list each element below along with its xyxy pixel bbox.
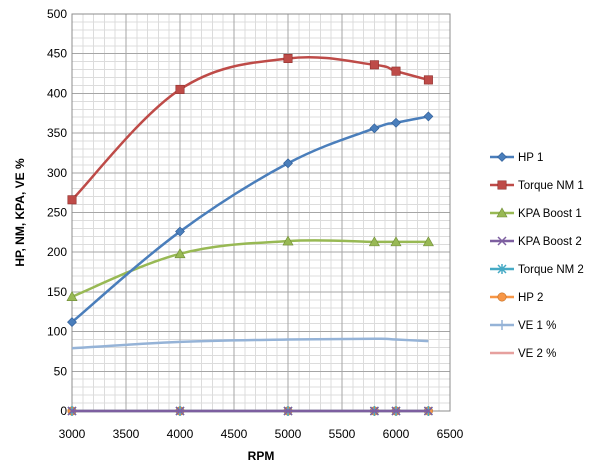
legend-marker-kpa-boost-2 xyxy=(497,236,507,246)
data-point-kpa-boost-1 xyxy=(368,236,380,247)
x-tick-label: 6000 xyxy=(383,427,410,441)
legend-entry-hp-2: HP 2 xyxy=(490,292,543,304)
x-axis-ticks: 3000 3500 4000 4500 5000 5500 6000 6500 xyxy=(59,427,464,441)
data-point-hp-1 xyxy=(67,317,77,327)
legend-marker-kpa-boost-1 xyxy=(496,207,508,218)
legend-entry-kpa-boost-2: KPA Boost 2 xyxy=(490,236,582,248)
legend-label-hp-2: HP 2 xyxy=(518,292,543,304)
data-point-kpa-boost-1 xyxy=(66,291,78,301)
series-kpa-boost-2 xyxy=(67,406,433,416)
data-point-torque-nm-1 xyxy=(391,66,401,76)
legend-entry-ve-2: VE 2 % xyxy=(490,348,556,360)
data-point-torque-nm-1 xyxy=(369,60,379,70)
y-tick-label: 300 xyxy=(47,166,67,180)
legend-entry-kpa-boost-1: KPA Boost 1 xyxy=(490,207,582,220)
data-point-kpa-boost-2 xyxy=(67,406,77,416)
data-point-kpa-boost-1 xyxy=(282,235,294,246)
data-point-hp-1 xyxy=(175,226,185,237)
legend-label-hp-1: HP 1 xyxy=(518,152,543,164)
major-gridlines xyxy=(71,13,451,412)
series-line-ve-1 xyxy=(71,337,429,350)
legend-marker-torque-nm-2 xyxy=(497,264,507,274)
legend-label-kpa-boost-2: KPA Boost 2 xyxy=(518,236,582,248)
y-axis-title: HP, NM, KPA, VE % xyxy=(13,158,27,267)
y-tick-label: 500 xyxy=(47,7,67,21)
data-point-torque-nm-1 xyxy=(175,84,185,94)
y-tick-label: 100 xyxy=(47,325,67,339)
y-tick-label: 400 xyxy=(47,86,67,100)
data-point-kpa-boost-1 xyxy=(174,248,186,259)
data-point-kpa-boost-2 xyxy=(369,406,379,416)
legend-label-ve-2: VE 2 % xyxy=(518,348,556,360)
legend-label-torque-nm-1: Torque NM 1 xyxy=(518,180,584,192)
legend-label-torque-nm-2: Torque NM 2 xyxy=(518,264,584,276)
y-tick-label: 150 xyxy=(47,285,67,299)
y-tick-label: 350 xyxy=(47,126,67,140)
x-tick-label: 5500 xyxy=(329,427,356,441)
series-torque-nm-1 xyxy=(67,53,433,205)
series-ve-1 xyxy=(71,337,429,350)
legend-label-kpa-boost-1: KPA Boost 1 xyxy=(518,208,582,220)
y-axis-ticks: 0 50 100 150 200 250 300 350 400 450 500 xyxy=(47,7,67,418)
series-hp-1 xyxy=(67,111,434,327)
y-tick-label: 0 xyxy=(60,404,67,418)
series-kpa-boost-1 xyxy=(66,235,434,301)
legend-marker-ve-1 xyxy=(497,320,507,330)
legend-marker-hp-2 xyxy=(497,292,507,302)
legend-entry-torque-nm-2: Torque NM 2 xyxy=(490,264,584,276)
x-axis-title: RPM xyxy=(248,449,275,463)
legend-marker-torque-nm-1 xyxy=(497,180,507,190)
y-tick-label: 50 xyxy=(54,364,68,378)
data-point-torque-nm-1 xyxy=(283,53,293,63)
data-point-hp-1 xyxy=(283,158,293,169)
data-point-hp-1 xyxy=(369,123,380,134)
data-point-kpa-boost-2 xyxy=(391,406,401,416)
data-point-kpa-boost-2 xyxy=(175,406,185,416)
legend-entry-ve-1: VE 1 % xyxy=(490,320,556,332)
y-tick-label: 200 xyxy=(47,245,67,259)
x-tick-label: 5000 xyxy=(275,427,302,441)
y-tick-label: 450 xyxy=(47,47,67,61)
series-layer xyxy=(66,53,434,416)
data-point-kpa-boost-1 xyxy=(422,236,434,247)
legend: HP 1 Torque NM 1 KPA Boost 1 KPA Boost 2 Tor… xyxy=(490,152,584,360)
series-line-hp-1 xyxy=(71,115,429,324)
x-tick-label: 6500 xyxy=(437,427,464,441)
legend-entry-hp-1: HP 1 xyxy=(490,152,543,164)
data-point-torque-nm-1 xyxy=(423,75,433,85)
data-point-kpa-boost-1 xyxy=(390,236,402,247)
data-point-kpa-boost-2 xyxy=(423,406,433,416)
legend-entry-torque-nm-1: Torque NM 1 xyxy=(490,180,584,192)
data-point-torque-nm-1 xyxy=(67,195,77,205)
data-point-kpa-boost-2 xyxy=(283,406,293,416)
x-tick-label: 3500 xyxy=(113,427,140,441)
data-point-hp-1 xyxy=(391,117,401,128)
y-tick-label: 250 xyxy=(47,206,67,220)
data-point-hp-1 xyxy=(423,111,434,122)
legend-marker-hp-1 xyxy=(497,152,507,162)
x-tick-label: 4000 xyxy=(167,427,194,441)
legend-label-ve-1: VE 1 % xyxy=(518,320,556,332)
x-tick-label: 4500 xyxy=(221,427,248,441)
x-tick-label: 3000 xyxy=(59,427,86,441)
